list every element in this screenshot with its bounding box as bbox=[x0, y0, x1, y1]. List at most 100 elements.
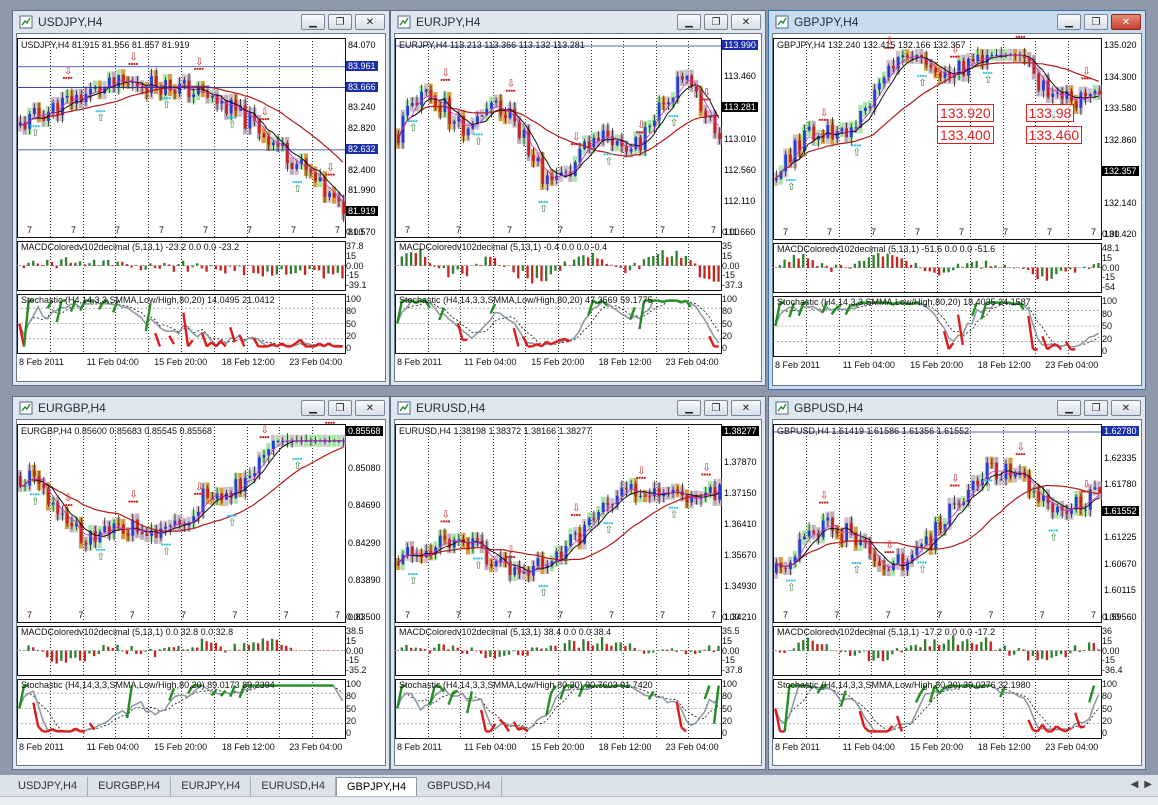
buy-arrow-icon: ⇧ bbox=[228, 518, 236, 529]
signal-dot bbox=[447, 78, 451, 81]
candle-body bbox=[89, 88, 93, 95]
tab-gbpusd[interactable]: GBPUSD,H4 bbox=[417, 777, 502, 796]
candle-body bbox=[424, 89, 428, 92]
tab-eurjpy[interactable]: EURJPY,H4 bbox=[171, 777, 252, 796]
buy-arrow-icon: ⇧ bbox=[293, 461, 301, 472]
candle-body bbox=[342, 440, 346, 442]
stochastic-overbought-segment bbox=[1018, 301, 1025, 311]
chart-window-eurusd[interactable]: EURUSD,H4 ▁ ❐ ✕ ⇧ ⇩ ⇧ ⇩ ⇧ ⇩ ⇧ ⇩ ⇧ ⇩ EURUSD,H4 1.38… bbox=[390, 396, 766, 770]
candle-body bbox=[592, 137, 596, 148]
chart-area[interactable]: ⇧ ⇩ ⇧ ⇩ ⇧ ⇩ ⇧ ⇩ ⇧ ⇩ USDJPY,H4 81.915 81.956 81.857… bbox=[16, 33, 386, 382]
macd-bar bbox=[1003, 264, 1006, 268]
scroll-right-icon[interactable]: ▶ bbox=[1144, 779, 1152, 790]
chart-area[interactable]: ⇧ ⇩ ⇧ ⇩ ⇧ ⇩ ⇧ ⇩ ⇧ ⇩ EURGBP,H4 0.85600 0.85683 0.85… bbox=[16, 419, 386, 766]
chart-window-gbpjpy[interactable]: GBPJPY,H4 ▁ ❐ ✕ ⇧⇩⇧⇩⇧⇩⇧⇩⇧⇩GBPJPY,H4 132.… bbox=[768, 10, 1146, 390]
tab-eurusd[interactable]: EURUSD,H4 bbox=[251, 777, 336, 796]
signal-dot bbox=[952, 55, 955, 58]
chart-window-eurgbp[interactable]: EURGBP,H4 ▁ ❐ ✕ ⇧ ⇩ ⇧ ⇩ ⇧ ⇩ ⇧ ⇩ ⇧ ⇩ EURGBP,H4 0.85… bbox=[12, 396, 390, 770]
signal-dot bbox=[605, 153, 609, 156]
candle-body bbox=[1074, 496, 1078, 510]
macd-bar bbox=[275, 639, 279, 651]
sell-arrow-icon: ⇩ bbox=[885, 540, 893, 551]
time-axis-label: 18 Feb 12:00 bbox=[977, 360, 1031, 370]
tab-usdjpy[interactable]: USDJPY,H4 bbox=[8, 777, 89, 796]
close-button[interactable]: ✕ bbox=[355, 14, 385, 30]
window-titlebar[interactable]: EURJPY,H4 ▁ ❐ ✕ bbox=[391, 11, 765, 33]
restore-button[interactable]: ❐ bbox=[1084, 400, 1108, 416]
minimize-button[interactable]: ▁ bbox=[1057, 14, 1081, 30]
minimize-button[interactable]: ▁ bbox=[677, 14, 701, 30]
macd-bar bbox=[1078, 650, 1081, 653]
candle-body bbox=[243, 477, 247, 492]
window-titlebar[interactable]: EURUSD,H4 ▁ ❐ ✕ bbox=[391, 397, 765, 419]
minimize-button[interactable]: ▁ bbox=[1057, 400, 1081, 416]
stochastic-axis-tick: 80 bbox=[722, 691, 733, 702]
candle-body bbox=[1093, 90, 1097, 95]
window-title: USDJPY,H4 bbox=[38, 15, 103, 29]
restore-button[interactable]: ❐ bbox=[328, 400, 352, 416]
window-title: GBPJPY,H4 bbox=[794, 15, 859, 29]
stochastic-indicator-label: Stochastic (H4,14,3,3,SMMA,Low/High,80,2… bbox=[21, 680, 275, 690]
macd-bar bbox=[792, 254, 796, 268]
chart-window-gbpusd[interactable]: GBPUSD,H4 ▁ ❐ ✕ ⇧ ⇩ ⇧ ⇩ ⇧ ⇩ ⇧ ⇩ ⇧ ⇩ GBPUSD,H4 1.61… bbox=[768, 396, 1146, 770]
macd-bar bbox=[1069, 267, 1072, 270]
signal-dot bbox=[636, 131, 639, 134]
stochastic-overbought-segment bbox=[625, 684, 631, 688]
moving-average-fast bbox=[774, 54, 1099, 180]
signal-dot bbox=[703, 98, 706, 101]
sell-arrow-icon: ⇩ bbox=[442, 509, 450, 520]
chart-window-usdjpy[interactable]: USDJPY,H4 ▁ ❐ ✕ ⇧ ⇩ ⇧ ⇩ ⇧ ⇩ ⇧ ⇩ ⇧ ⇩ USDJPY,H4 81.9… bbox=[12, 10, 390, 386]
restore-button[interactable]: ❐ bbox=[1084, 14, 1108, 30]
candle-body bbox=[234, 478, 238, 498]
chart-area[interactable]: ⇧ ⇩ ⇧ ⇩ ⇧ ⇩ ⇧ ⇩ ⇧ ⇩ EURUSD,H4 1.38198 1.38372 1.38… bbox=[394, 419, 762, 766]
window-titlebar[interactable]: GBPJPY,H4 ▁ ❐ ✕ bbox=[769, 11, 1145, 33]
macd-bar bbox=[405, 644, 408, 651]
close-button[interactable]: ✕ bbox=[1111, 400, 1141, 416]
macd-bar bbox=[280, 644, 283, 651]
restore-button[interactable]: ❐ bbox=[704, 14, 728, 30]
macd-axis-tick: 35 bbox=[722, 241, 733, 251]
tab-gbpjpy[interactable]: GBPJPY,H4 bbox=[335, 777, 418, 796]
macd-bar bbox=[479, 650, 483, 654]
window-titlebar[interactable]: USDJPY,H4 ▁ ❐ ✕ bbox=[13, 11, 389, 33]
window-titlebar[interactable]: EURGBP,H4 ▁ ❐ ✕ bbox=[13, 397, 389, 419]
period-marker: 7 bbox=[1091, 610, 1097, 620]
macd-bar bbox=[975, 261, 978, 268]
chart-area[interactable]: ⇧ ⇩ ⇧ ⇩ ⇧ ⇩ ⇧ ⇩ ⇧ ⇩ EURJPY,H4 113.213 113.366 113.… bbox=[394, 33, 762, 382]
candle-body bbox=[943, 72, 947, 78]
chart-window-eurjpy[interactable]: EURJPY,H4 ▁ ❐ ✕ ⇧ ⇩ ⇧ ⇩ ⇧ ⇩ ⇧ ⇩ ⇧ ⇩ EURJPY,H4 113.… bbox=[390, 10, 766, 386]
minimize-button[interactable]: ▁ bbox=[301, 400, 325, 416]
chart-area[interactable]: ⇧ ⇩ ⇧ ⇩ ⇧ ⇩ ⇧ ⇩ ⇧ ⇩ GBPUSD,H4 1.61419 1.61586 1.61… bbox=[772, 419, 1142, 766]
minimize-button[interactable]: ▁ bbox=[677, 400, 701, 416]
candle-body bbox=[131, 519, 135, 536]
candle-body bbox=[708, 487, 712, 493]
close-button[interactable]: ✕ bbox=[731, 400, 761, 416]
candle-body bbox=[694, 496, 698, 499]
stochastic-oversold-segment bbox=[942, 330, 950, 350]
macd-bar bbox=[891, 650, 894, 655]
restore-button[interactable]: ❐ bbox=[704, 400, 728, 416]
price-axis-tick: 1.61780 bbox=[1104, 479, 1137, 490]
stochastic-oversold-segment bbox=[947, 342, 955, 350]
macd-bar bbox=[396, 650, 399, 651]
macd-bar bbox=[400, 647, 403, 651]
scroll-left-icon[interactable]: ◀ bbox=[1130, 779, 1139, 790]
window-titlebar[interactable]: GBPUSD,H4 ▁ ❐ ✕ bbox=[769, 397, 1145, 419]
candle-body bbox=[314, 172, 317, 182]
minimize-button[interactable]: ▁ bbox=[301, 14, 325, 30]
stochastic-oversold-segment bbox=[1074, 712, 1082, 728]
close-button[interactable]: ✕ bbox=[355, 400, 385, 416]
tab-eurgbp[interactable]: EURGBP,H4 bbox=[88, 777, 172, 796]
macd-bar bbox=[774, 267, 777, 268]
stochastic-axis-tick: 50 bbox=[1102, 321, 1113, 331]
close-button[interactable]: ✕ bbox=[1111, 14, 1141, 30]
stochastic-oversold-segment bbox=[545, 340, 552, 346]
signal-dot bbox=[543, 584, 546, 588]
stochastic-overbought-segment bbox=[662, 299, 668, 304]
stochastic-overbought-segment bbox=[79, 300, 87, 312]
restore-button[interactable]: ❐ bbox=[328, 14, 352, 30]
close-button[interactable]: ✕ bbox=[731, 14, 761, 30]
time-axis-label: 18 Feb 12:00 bbox=[221, 357, 275, 367]
chart-area[interactable]: ⇧⇩⇧⇩⇧⇩⇧⇩⇧⇩GBPJPY,H4 132.240 132.415 132.… bbox=[772, 33, 1142, 386]
stochastic-oversold-segment bbox=[318, 342, 325, 348]
